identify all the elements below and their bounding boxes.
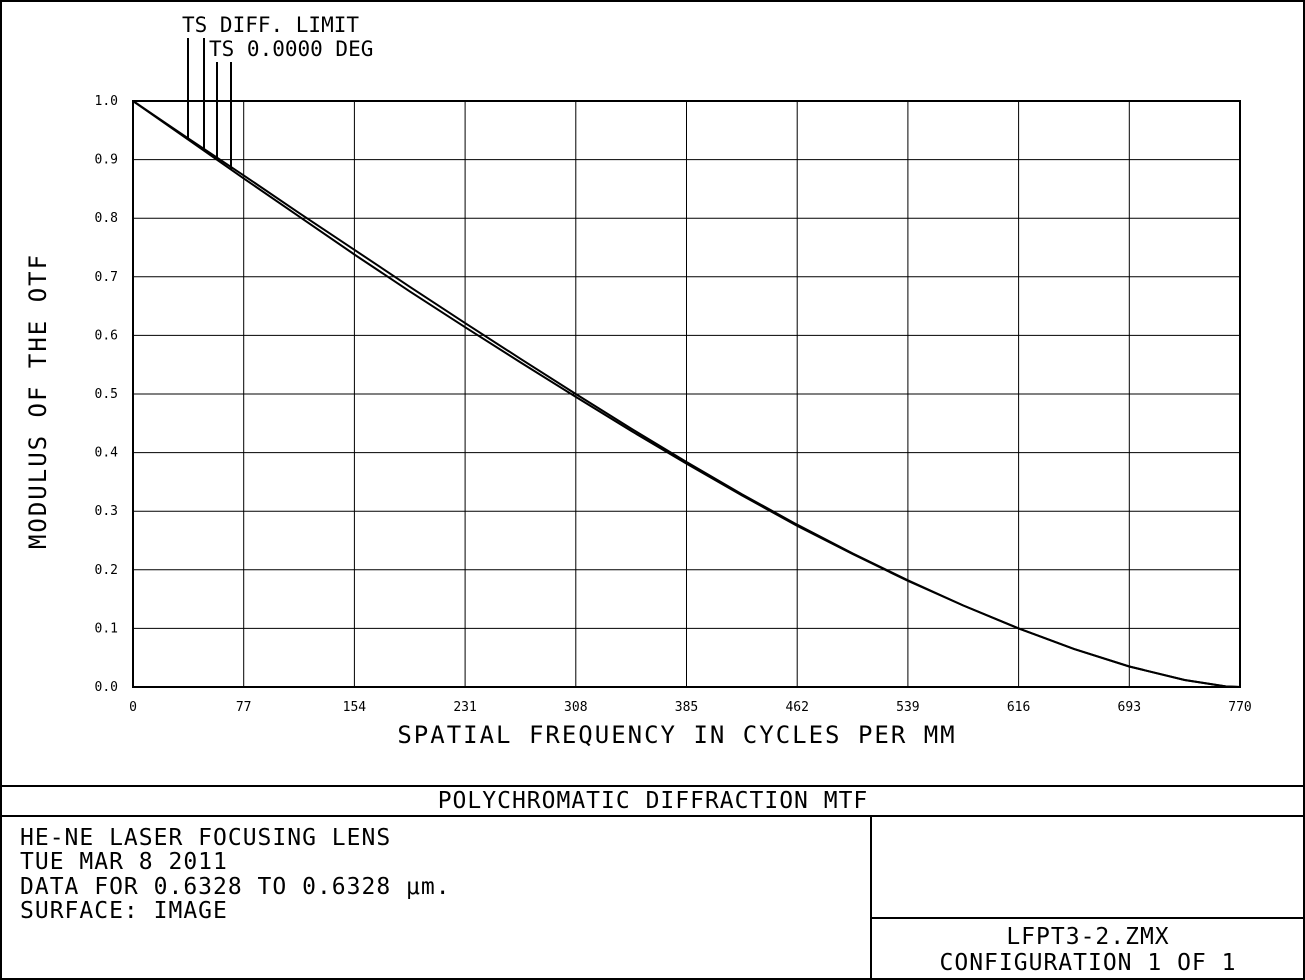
x-tick-label: 0: [129, 700, 137, 715]
report-footer: POLYCHROMATIC DIFFRACTION MTF HE-NE LASE…: [0, 785, 1305, 980]
surface-label: SURFACE: IMAGE: [20, 898, 228, 924]
x-tick-label: 154: [343, 700, 367, 715]
legend-leader-lines: [187, 38, 232, 170]
x-tick-labels: 0 77 154 231 308 385 462 539 616 693 770: [129, 700, 1252, 715]
report-date: TUE MAR 8 2011: [20, 849, 228, 875]
y-tick-label: 0.0: [95, 680, 118, 695]
x-tick-label: 77: [236, 700, 252, 715]
wavelength-range: DATA FOR 0.6328 TO 0.6328 μm.: [20, 874, 451, 900]
y-tick-label: 0.6: [95, 328, 118, 343]
plot-frame: [132, 100, 1241, 688]
y-tick-label: 0.1: [95, 621, 118, 636]
x-tick-label: 616: [1007, 700, 1030, 715]
x-tick-label: 539: [896, 700, 919, 715]
configuration-label: CONFIGURATION 1 OF 1: [940, 950, 1237, 976]
y-tick-label: 1.0: [95, 94, 118, 109]
y-tick-label: 0.8: [95, 211, 118, 226]
y-tick-label: 0.5: [95, 387, 118, 402]
y-axis-label: MODULUS OF THE OTF: [24, 253, 52, 549]
x-axis-label: SPATIAL FREQUENCY IN CYCLES PER MM: [397, 721, 956, 749]
y-tick-label: 0.2: [95, 563, 118, 578]
x-tick-label: 231: [453, 700, 476, 715]
y-tick-label: 0.3: [95, 504, 118, 519]
grid-lines: [133, 101, 1240, 687]
legend: TS DIFF. LIMIT TS 0.0000 DEG: [182, 13, 373, 170]
y-tick-label: 0.9: [95, 153, 118, 168]
x-tick-label: 693: [1118, 700, 1141, 715]
legend-entry-diff-limit: TS DIFF. LIMIT: [182, 13, 359, 37]
x-tick-label: 462: [785, 700, 808, 715]
file-name: LFPT3-2.ZMX: [1006, 924, 1169, 950]
lens-name: HE-NE LASER FOCUSING LENS: [20, 825, 391, 851]
x-tick-label: 308: [564, 700, 587, 715]
y-tick-label: 0.7: [95, 270, 118, 285]
x-tick-label: 770: [1228, 700, 1251, 715]
legend-entry-ts-0-deg: TS 0.0000 DEG: [209, 37, 373, 61]
chart-title: POLYCHROMATIC DIFFRACTION MTF: [438, 788, 869, 814]
x-tick-label: 385: [675, 700, 698, 715]
series-lines: [132, 100, 1241, 688]
mtf-plot: 0.0 0.1 0.2 0.3 0.4 0.5 0.6 0.7 0.8 0.9 1.0 0 77 154…: [24, 13, 1252, 749]
series-line-2: [132, 100, 1241, 688]
y-tick-labels: 0.0 0.1 0.2 0.3 0.4 0.5 0.6 0.7 0.8 0.9 1.0: [95, 94, 119, 695]
y-tick-label: 0.4: [95, 446, 119, 461]
